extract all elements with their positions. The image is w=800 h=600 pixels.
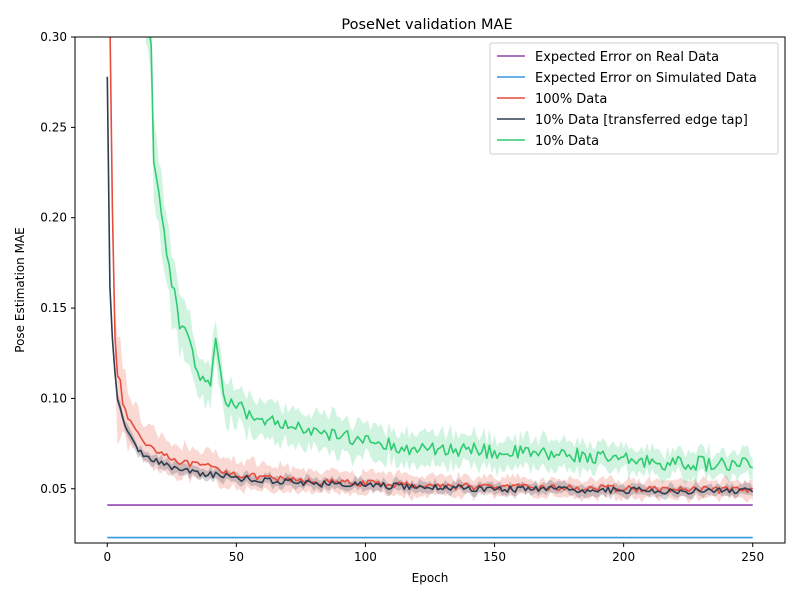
y-tick-label: 0.25 <box>40 120 67 134</box>
series-line-10-data <box>149 37 753 472</box>
plot-frame <box>74 36 786 544</box>
legend-label-expected-error-on-simulated-data: Expected Error on Simulated Data <box>535 71 757 86</box>
legend-label-10-data: 10% Data <box>535 134 599 149</box>
y-tick-label: 0.30 <box>40 30 67 44</box>
x-tick-label: 200 <box>612 550 635 564</box>
y-tick-label: 0.15 <box>40 301 67 315</box>
legend-box <box>489 42 779 155</box>
y-tick-label: 0.05 <box>40 482 67 496</box>
legend-label-expected-error-on-real-data: Expected Error on Real Data <box>535 50 719 65</box>
y-axis-ticks: 0.05 0.10 0.15 0.20 0.25 0.30 <box>40 30 75 496</box>
legend: Expected Error on Real Data Expected Erro… <box>489 42 779 155</box>
y-axis-title: Pose Estimation MAE <box>13 227 27 352</box>
x-tick-label: 150 <box>483 550 506 564</box>
x-tick-label: 50 <box>229 550 244 564</box>
x-tick-label: 0 <box>103 550 111 564</box>
confidence-bands <box>107 37 753 504</box>
x-axis-title: Epoch <box>412 571 449 585</box>
x-axis-ticks: 0 50 100 150 200 250 <box>103 543 764 564</box>
band-100-data <box>110 37 753 504</box>
legend-label-10-data-transferred-edge-tap: 10% Data [transferred edge tap] <box>535 113 748 128</box>
series-line-10-data-transferred-edge-tap <box>106 76 754 495</box>
y-tick-label: 0.20 <box>40 211 67 225</box>
series-lines <box>106 37 754 539</box>
legend-label-100-data: 100% Data <box>535 92 607 107</box>
x-tick-label: 250 <box>741 550 764 564</box>
y-tick-label: 0.10 <box>40 391 67 405</box>
x-tick-label: 100 <box>354 550 377 564</box>
chart-title: PoseNet validation MAE <box>341 17 512 33</box>
plot-area <box>106 37 754 539</box>
